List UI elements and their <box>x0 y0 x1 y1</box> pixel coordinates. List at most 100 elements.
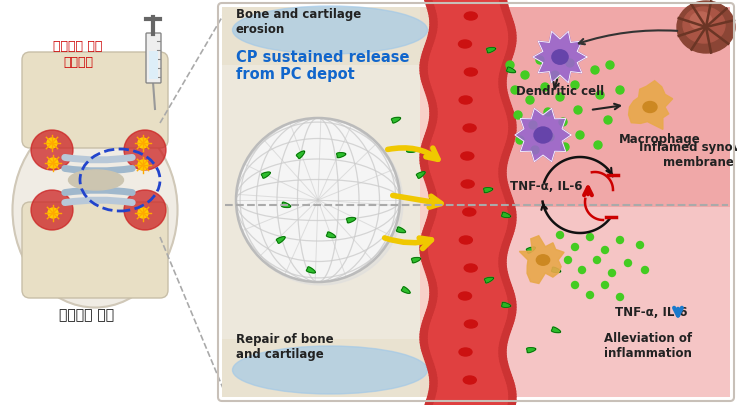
Polygon shape <box>509 389 516 391</box>
Circle shape <box>48 208 58 218</box>
Polygon shape <box>424 266 432 269</box>
Polygon shape <box>427 188 435 190</box>
Ellipse shape <box>677 1 735 53</box>
Circle shape <box>541 83 549 91</box>
Polygon shape <box>422 351 430 353</box>
Polygon shape <box>505 378 513 381</box>
Polygon shape <box>427 307 435 310</box>
Polygon shape <box>430 16 437 19</box>
Polygon shape <box>429 103 436 106</box>
Polygon shape <box>509 215 516 217</box>
Polygon shape <box>427 95 434 98</box>
Polygon shape <box>426 310 434 313</box>
Polygon shape <box>499 256 506 258</box>
Polygon shape <box>508 296 515 299</box>
Circle shape <box>516 136 524 144</box>
Polygon shape <box>499 81 506 84</box>
Polygon shape <box>507 114 514 117</box>
Polygon shape <box>427 5 434 8</box>
Polygon shape <box>515 109 571 162</box>
Polygon shape <box>499 84 506 87</box>
Circle shape <box>138 138 148 148</box>
Polygon shape <box>503 60 511 62</box>
Polygon shape <box>506 141 514 144</box>
Polygon shape <box>509 35 516 38</box>
Text: Repair of bone
and cartilage: Repair of bone and cartilage <box>236 333 334 361</box>
Polygon shape <box>507 294 514 296</box>
Ellipse shape <box>463 208 476 216</box>
Polygon shape <box>509 128 516 130</box>
Circle shape <box>604 116 612 124</box>
Circle shape <box>551 71 559 79</box>
Ellipse shape <box>461 180 474 188</box>
Circle shape <box>616 237 624 243</box>
Polygon shape <box>502 302 511 307</box>
Polygon shape <box>422 321 430 324</box>
Polygon shape <box>426 130 434 133</box>
Polygon shape <box>501 277 509 280</box>
Polygon shape <box>533 31 587 83</box>
Polygon shape <box>425 179 433 182</box>
Polygon shape <box>427 128 435 130</box>
Polygon shape <box>504 375 512 378</box>
FancyBboxPatch shape <box>22 202 168 298</box>
Polygon shape <box>430 294 437 296</box>
Circle shape <box>594 141 602 149</box>
Polygon shape <box>501 155 509 158</box>
Polygon shape <box>427 217 435 220</box>
Polygon shape <box>430 207 437 209</box>
Polygon shape <box>422 144 429 147</box>
Polygon shape <box>509 313 516 315</box>
Circle shape <box>526 96 534 104</box>
Polygon shape <box>509 220 516 223</box>
Polygon shape <box>500 3 508 5</box>
Text: 펙타이드 함유: 펙타이드 함유 <box>53 40 102 53</box>
Polygon shape <box>421 326 428 329</box>
Polygon shape <box>429 283 436 286</box>
Polygon shape <box>430 111 437 114</box>
Polygon shape <box>500 160 508 163</box>
Polygon shape <box>509 402 516 405</box>
Polygon shape <box>425 269 433 272</box>
Polygon shape <box>499 261 506 264</box>
Polygon shape <box>509 38 516 41</box>
Ellipse shape <box>463 124 476 132</box>
Ellipse shape <box>464 12 478 20</box>
Polygon shape <box>504 237 512 239</box>
Polygon shape <box>500 70 508 73</box>
Polygon shape <box>500 95 509 98</box>
Polygon shape <box>427 0 509 405</box>
Circle shape <box>574 106 582 114</box>
Polygon shape <box>505 324 513 326</box>
Polygon shape <box>428 11 436 14</box>
Polygon shape <box>429 30 436 33</box>
Polygon shape <box>420 149 428 152</box>
Polygon shape <box>509 223 516 226</box>
Polygon shape <box>501 367 509 370</box>
Polygon shape <box>420 155 427 158</box>
Polygon shape <box>499 353 506 356</box>
Polygon shape <box>425 182 433 185</box>
Ellipse shape <box>534 127 552 143</box>
Polygon shape <box>502 98 509 100</box>
Circle shape <box>556 232 564 239</box>
Circle shape <box>514 111 522 119</box>
Circle shape <box>566 59 574 67</box>
Polygon shape <box>509 209 516 212</box>
Polygon shape <box>503 190 510 193</box>
Polygon shape <box>500 272 508 275</box>
Polygon shape <box>501 245 509 247</box>
Polygon shape <box>508 226 515 228</box>
Ellipse shape <box>461 152 474 160</box>
Polygon shape <box>500 364 509 367</box>
Polygon shape <box>486 47 496 53</box>
Polygon shape <box>424 46 432 49</box>
FancyArrowPatch shape <box>65 190 132 192</box>
Polygon shape <box>420 247 427 250</box>
Polygon shape <box>423 49 431 52</box>
Polygon shape <box>421 237 428 239</box>
Polygon shape <box>503 370 510 372</box>
Polygon shape <box>416 172 425 178</box>
Polygon shape <box>420 62 427 65</box>
Polygon shape <box>424 356 432 359</box>
